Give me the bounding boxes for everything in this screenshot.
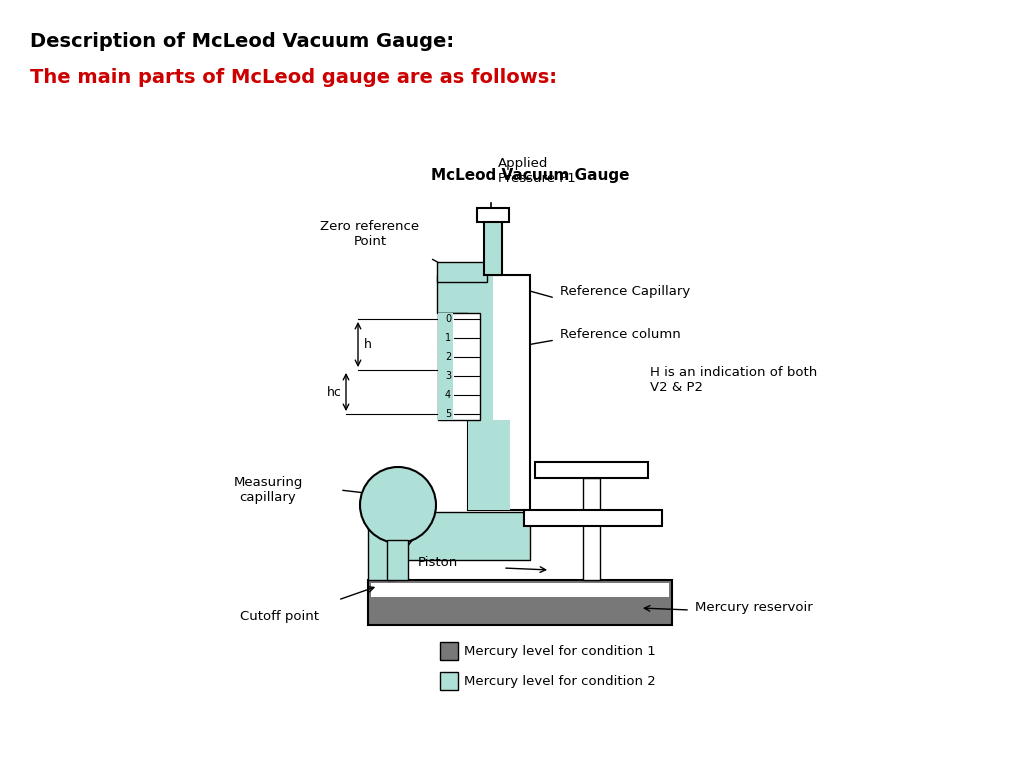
Bar — [371, 583, 669, 597]
Text: The main parts of McLeod gauge are as follows:: The main parts of McLeod gauge are as fo… — [30, 68, 557, 87]
Bar — [477, 208, 509, 222]
Text: 4: 4 — [444, 390, 451, 400]
Text: Applied
Pressure P1: Applied Pressure P1 — [498, 157, 575, 185]
Bar — [440, 672, 458, 690]
Bar — [387, 540, 408, 580]
Text: 3: 3 — [444, 371, 451, 381]
Polygon shape — [395, 512, 530, 560]
Bar — [438, 313, 453, 420]
Text: 1: 1 — [444, 333, 451, 343]
Text: Cutoff point: Cutoff point — [241, 610, 319, 623]
Bar — [468, 275, 493, 510]
Text: 5: 5 — [444, 409, 451, 419]
Text: Zero reference
Point: Zero reference Point — [321, 220, 420, 248]
Circle shape — [360, 467, 436, 543]
Text: h: h — [364, 338, 372, 351]
Bar — [368, 580, 672, 625]
Text: hc: hc — [327, 386, 342, 399]
Text: Description of McLeod Vacuum Gauge:: Description of McLeod Vacuum Gauge: — [30, 32, 454, 51]
Bar — [468, 275, 530, 510]
Bar — [437, 275, 470, 313]
Bar — [484, 220, 502, 275]
Text: Measuring
capillary: Measuring capillary — [233, 476, 303, 504]
Text: 0: 0 — [444, 314, 451, 324]
Bar — [583, 478, 600, 580]
Bar — [535, 462, 648, 478]
Text: Reference Capillary: Reference Capillary — [560, 286, 690, 299]
Text: McLeod Vacuum Gauge: McLeod Vacuum Gauge — [431, 168, 630, 183]
Text: Mercury level for condition 1: Mercury level for condition 1 — [464, 644, 655, 657]
Bar — [524, 510, 662, 526]
Text: Piston: Piston — [418, 555, 458, 568]
Bar — [368, 512, 395, 580]
Text: Mercury reservoir: Mercury reservoir — [695, 601, 813, 614]
Text: Reference column: Reference column — [560, 327, 681, 340]
Text: H is an indication of both
V2 & P2: H is an indication of both V2 & P2 — [650, 366, 817, 394]
Text: Mercury level for condition 2: Mercury level for condition 2 — [464, 674, 655, 687]
Bar — [468, 420, 510, 510]
Bar — [438, 313, 480, 420]
Text: 2: 2 — [444, 352, 451, 362]
Bar — [440, 642, 458, 660]
Bar — [437, 262, 487, 282]
